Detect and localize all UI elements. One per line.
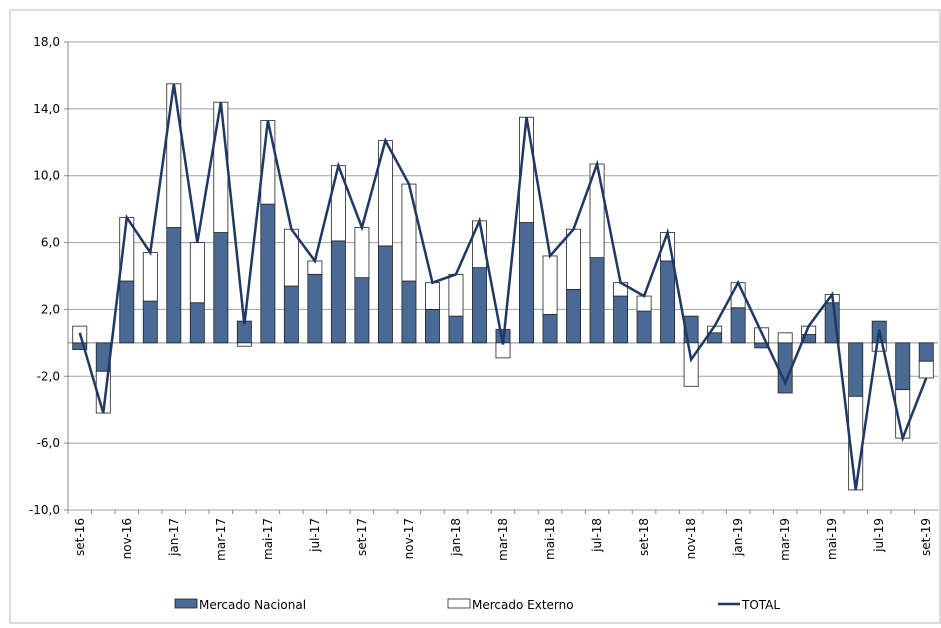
x-tick-label: set-16 <box>73 518 87 556</box>
bar <box>448 315 464 344</box>
x-tick-label: mai-18 <box>543 518 557 560</box>
y-tick-label: -2,0 <box>37 369 60 383</box>
bar <box>848 342 864 397</box>
bar <box>189 302 205 344</box>
bar <box>918 342 934 362</box>
x-tick-label: jan-18 <box>449 518 463 557</box>
line <box>78 83 928 491</box>
y-tick-label: 14,0 <box>33 102 60 116</box>
legend-label: TOTAL <box>741 598 780 612</box>
x-tick-label: mar-17 <box>214 518 228 561</box>
bar <box>401 183 417 282</box>
bar <box>448 273 464 317</box>
bar <box>283 285 299 344</box>
bar <box>895 342 911 391</box>
x-tick-label: mai-19 <box>825 518 839 560</box>
bar <box>354 227 370 279</box>
bar <box>730 307 746 344</box>
legend-swatch <box>174 598 198 609</box>
y-tick-label: -6,0 <box>37 436 60 450</box>
bar <box>613 295 629 344</box>
x-tick-label: jul-17 <box>308 518 322 553</box>
x-tick-label: nov-17 <box>402 518 416 559</box>
x-tick-label: jul-18 <box>590 518 604 553</box>
bar <box>119 280 135 344</box>
x-tick-label: nov-18 <box>684 518 698 559</box>
y-tick-label: 6,0 <box>41 236 60 250</box>
x-tick-label: mar-18 <box>496 518 510 561</box>
bar <box>213 232 229 344</box>
bar <box>425 282 440 310</box>
x-tick-label: jan-17 <box>167 518 181 557</box>
bar <box>636 295 652 312</box>
bar <box>542 314 558 344</box>
bar <box>330 240 346 344</box>
y-tick-label: 10,0 <box>33 169 60 183</box>
bar <box>542 255 558 315</box>
bar <box>142 252 158 302</box>
legend-swatch <box>447 598 471 609</box>
bar <box>871 342 887 352</box>
bar <box>683 342 699 387</box>
legend-label: Mercado Externo <box>472 598 574 612</box>
x-tick-label: jan-19 <box>731 518 745 557</box>
bar <box>236 342 252 347</box>
bar <box>495 342 511 359</box>
bar <box>260 203 276 344</box>
bar <box>401 280 417 344</box>
bar <box>354 277 370 344</box>
bar <box>377 245 393 344</box>
x-tick-label: mai-17 <box>261 518 275 560</box>
bar <box>213 101 229 233</box>
y-tick-label: 2,0 <box>41 302 60 316</box>
legend-label: Mercado Nacional <box>199 598 306 612</box>
y-tick-label: -10,0 <box>29 503 60 517</box>
bar <box>166 83 182 228</box>
bar <box>189 242 205 304</box>
bar <box>777 332 793 344</box>
x-tick-label: mar-19 <box>778 518 792 561</box>
y-tick-label: 18,0 <box>33 35 60 49</box>
bar <box>142 300 158 344</box>
x-tick-label: nov-16 <box>120 518 134 559</box>
bar <box>519 222 534 344</box>
bar <box>589 257 605 344</box>
bar <box>566 288 581 344</box>
bar <box>660 260 676 344</box>
bar <box>636 310 652 344</box>
bar <box>918 360 934 379</box>
bar <box>472 267 487 344</box>
bar <box>425 309 440 344</box>
bar <box>307 273 323 344</box>
bar <box>166 227 182 344</box>
bar <box>566 228 581 290</box>
x-tick-label: jul-19 <box>872 518 886 553</box>
x-tick-label: set-19 <box>919 518 933 556</box>
x-tick-label: set-17 <box>355 518 369 556</box>
x-tick-label: set-18 <box>637 518 651 556</box>
